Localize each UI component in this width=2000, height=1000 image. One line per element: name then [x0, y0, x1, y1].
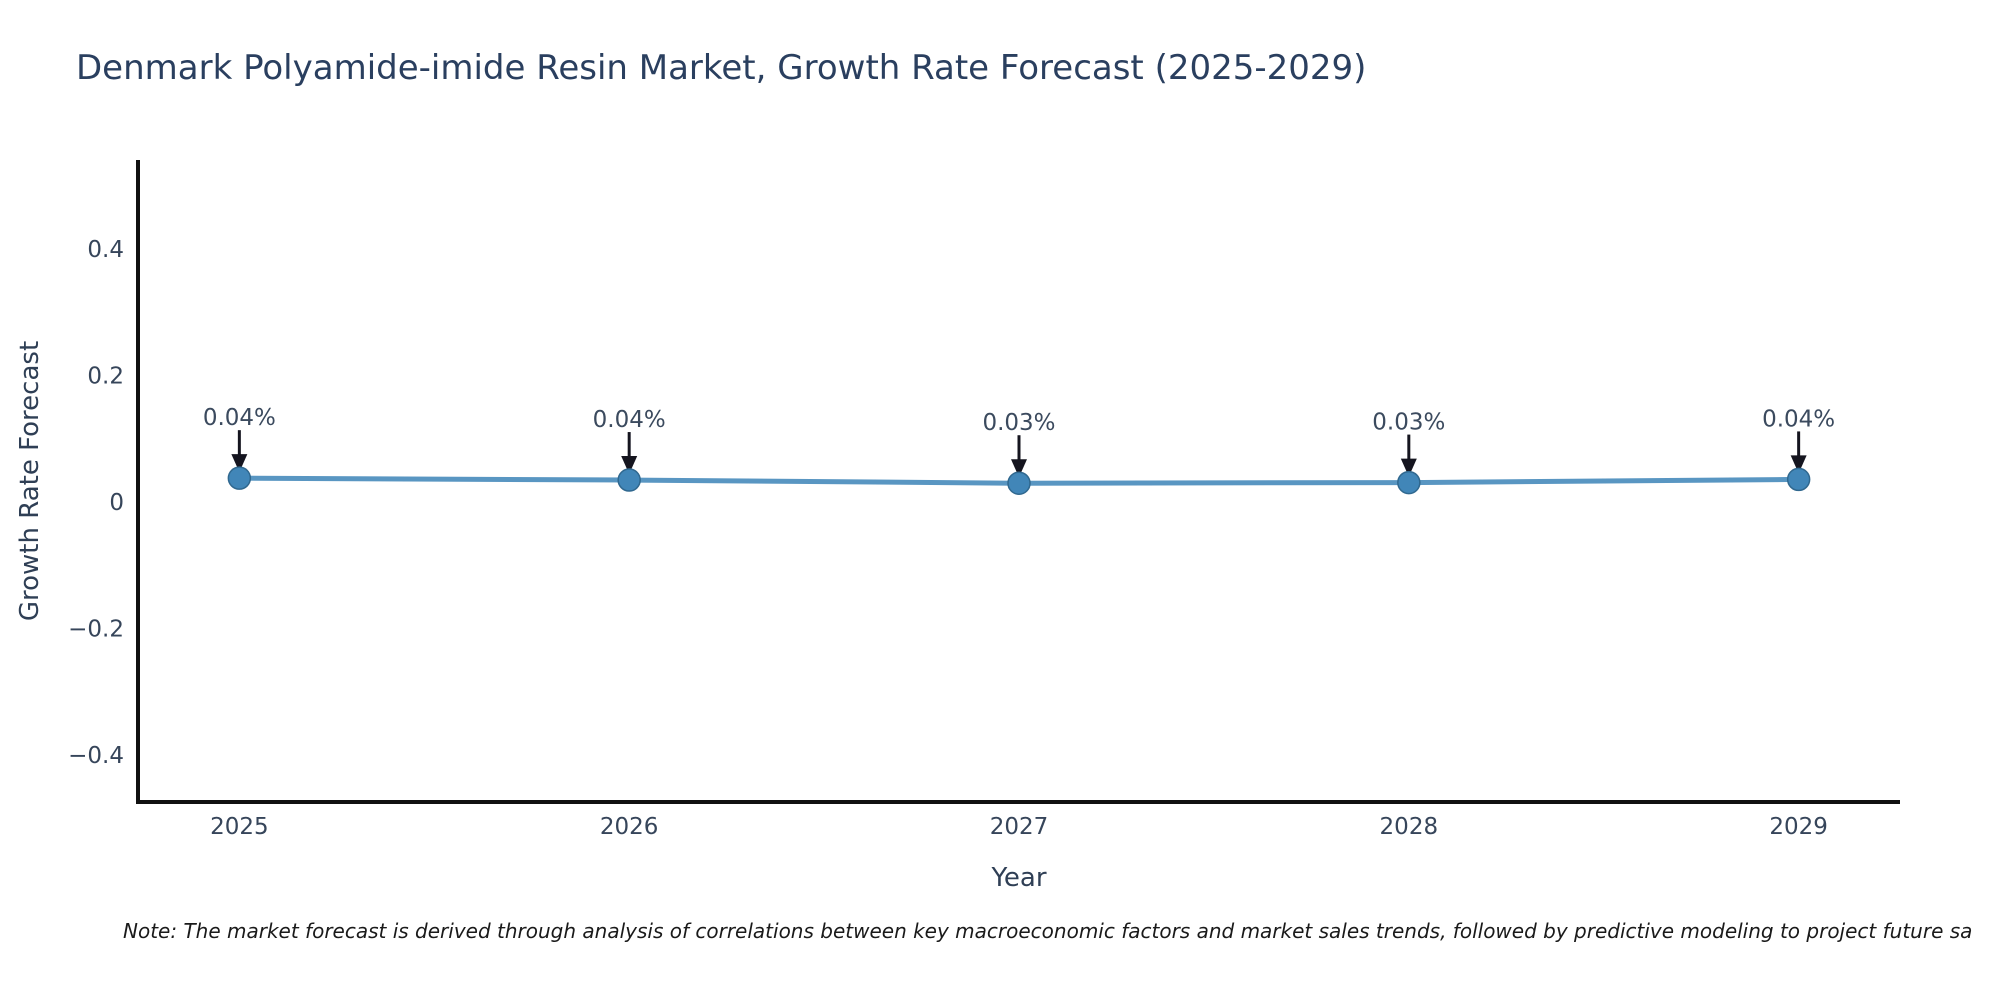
- data-point-label: 0.03%: [1372, 410, 1445, 436]
- y-tick-label: −0.4: [68, 743, 124, 769]
- x-tick-label: 2025: [210, 814, 269, 840]
- y-tick-label: 0.4: [87, 237, 124, 263]
- x-tick-label: 2028: [1380, 814, 1439, 840]
- x-tick-label: 2026: [600, 814, 659, 840]
- x-tick-label: 2027: [990, 814, 1049, 840]
- x-axis-title: Year: [990, 863, 1046, 893]
- data-point-2027: [1007, 471, 1031, 495]
- annotation-arrow-head: [1790, 455, 1807, 474]
- data-point-2026: [617, 468, 641, 492]
- y-tick-label: −0.2: [68, 616, 124, 642]
- data-point-label: 0.04%: [593, 407, 666, 433]
- footnote: Note: The market forecast is derived thr…: [123, 919, 1973, 943]
- annotation-arrow-head: [1011, 459, 1027, 478]
- chart-title: Denmark Polyamide-imide Resin Market, Gr…: [76, 48, 1367, 88]
- annotation-arrow-head: [231, 454, 248, 473]
- data-point-label: 0.04%: [1762, 406, 1835, 432]
- data-point-2028: [1397, 470, 1421, 495]
- y-tick-label: 0: [109, 490, 124, 516]
- data-point-2025: [227, 466, 252, 490]
- x-tick-label: 2029: [1769, 814, 1828, 840]
- y-axis-title: Growth Rate Forecast: [15, 341, 45, 621]
- data-point-label: 0.03%: [982, 410, 1055, 436]
- annotation-arrow-head: [621, 456, 638, 475]
- data-point-2029: [1786, 467, 1811, 492]
- y-tick-label: 0.2: [87, 363, 124, 389]
- data-point-label: 0.04%: [203, 405, 276, 431]
- annotation-arrow-head: [1400, 458, 1417, 477]
